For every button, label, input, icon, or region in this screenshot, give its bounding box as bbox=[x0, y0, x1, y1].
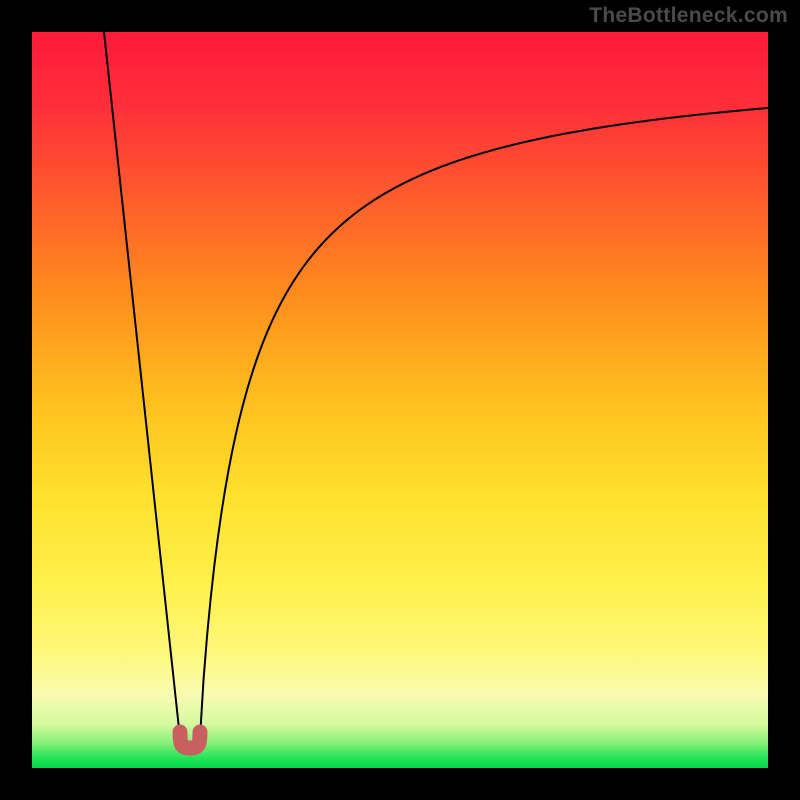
watermark-text: TheBottleneck.com bbox=[589, 4, 788, 28]
bottleneck-chart bbox=[32, 32, 768, 768]
gradient-background bbox=[32, 32, 768, 768]
plot-area bbox=[32, 32, 768, 768]
